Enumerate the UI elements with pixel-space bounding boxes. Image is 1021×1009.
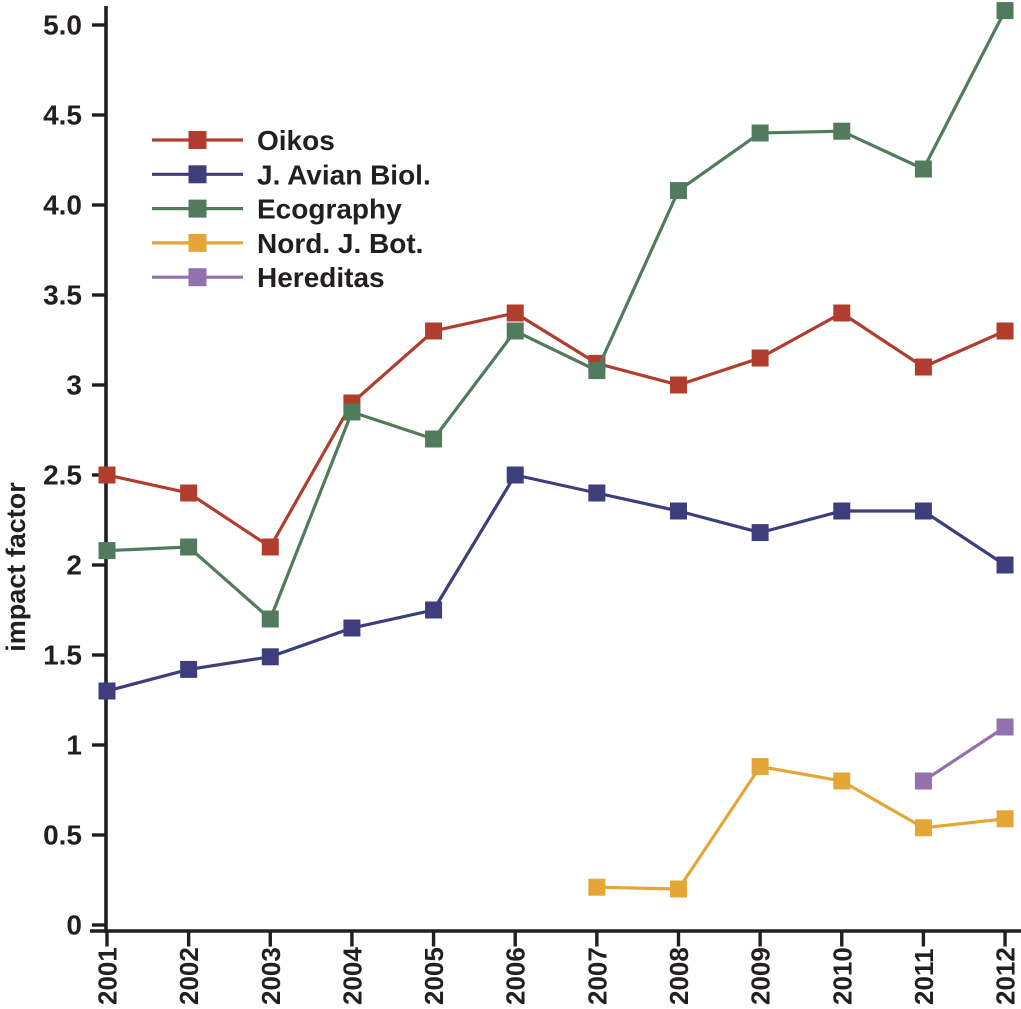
data-point-j-avian-biol-2003: [261, 648, 279, 666]
data-point-nord-j-bot-2010: [833, 772, 851, 790]
legend-marker-j-avian-biol: [188, 165, 207, 184]
y-axis-title: impact factor: [1, 482, 31, 652]
data-point-nord-j-bot-2008: [669, 880, 687, 898]
data-point-ecography-2003: [261, 610, 279, 628]
x-tick-label-2009: 2009: [746, 947, 776, 1005]
data-point-oikos-2006: [506, 304, 524, 322]
legend-label-oikos: Oikos: [257, 125, 335, 156]
x-tick-label-2011: 2011: [909, 949, 939, 1005]
data-point-j-avian-biol-2006: [506, 466, 524, 484]
data-point-oikos-2012: [996, 322, 1014, 340]
data-point-oikos-2009: [751, 349, 769, 367]
data-point-oikos-2008: [669, 376, 687, 394]
data-point-hereditas-2011: [914, 772, 932, 790]
legend-item-oikos: Oikos: [152, 125, 335, 156]
data-point-ecography-2012: [996, 2, 1014, 20]
legend-item-nord-j-bot: Nord. J. Bot.: [152, 228, 423, 259]
data-point-nord-j-bot-2009: [751, 758, 769, 776]
series-line-j-avian-biol: [106, 473, 1006, 693]
data-point-ecography-2009: [751, 124, 769, 142]
data-point-j-avian-biol-2009: [751, 524, 769, 542]
x-tick-label-2007: 2007: [582, 947, 612, 1005]
legend-label-hereditas: Hereditas: [257, 262, 385, 293]
data-point-j-avian-biol-2004: [343, 619, 361, 637]
series-layer: [98, 2, 1014, 898]
legend-label-ecography: Ecography: [257, 194, 402, 225]
y-tick-label-4.0: 4.0: [43, 190, 82, 221]
data-point-oikos-2011: [914, 358, 932, 376]
data-point-j-avian-biol-2001: [98, 682, 116, 700]
data-point-ecography-2005: [425, 430, 443, 448]
legend-marker-ecography: [188, 199, 207, 218]
data-point-j-avian-biol-2005: [425, 601, 443, 619]
data-point-ecography-2011: [914, 160, 932, 178]
x-tick-label-2002: 2002: [174, 947, 204, 1005]
x-tick-label-2010: 2010: [827, 947, 857, 1005]
legend-item-j-avian-biol: J. Avian Biol.: [152, 159, 431, 190]
legend-label-nord-j-bot: Nord. J. Bot.: [257, 228, 423, 259]
legend-item-ecography: Ecography: [152, 194, 402, 225]
axes-layer: 0 0.5 1 1.5 2 2.5 3 3.5 4.0 4.5 5.0 2001 2002 2003 200…: [1, 6, 1021, 1005]
y-tick-label-2: 2: [66, 550, 82, 581]
data-point-ecography-2010: [833, 122, 851, 140]
legend-marker-nord-j-bot: [188, 233, 207, 252]
data-point-j-avian-biol-2010: [833, 502, 851, 520]
y-tick-label-2.5: 2.5: [43, 460, 82, 491]
x-tick-label-2001: 2001: [93, 947, 123, 1005]
x-tick-label-2006: 2006: [501, 947, 531, 1005]
data-point-ecography-2008: [669, 182, 687, 200]
y-tick-label-1: 1: [66, 730, 82, 761]
x-tick-label-2012: 2012: [991, 947, 1021, 1005]
legend-item-hereditas: Hereditas: [152, 262, 385, 293]
data-point-ecography-2004: [343, 403, 361, 421]
x-tick-label-2008: 2008: [664, 947, 694, 1005]
y-tick-label-1.5: 1.5: [43, 640, 82, 671]
y-tick-label-3: 3: [66, 370, 82, 401]
data-point-nord-j-bot-2011: [914, 819, 932, 837]
data-point-j-avian-biol-2012: [996, 556, 1014, 574]
x-tick-label-2004: 2004: [337, 947, 367, 1005]
legend-marker-oikos: [188, 131, 207, 149]
legend-marker-hereditas: [188, 268, 207, 287]
data-point-oikos-2003: [261, 538, 279, 556]
series-line-ecography: [106, 9, 1007, 622]
data-point-ecography-2002: [180, 538, 198, 556]
data-point-j-avian-biol-2008: [669, 502, 687, 520]
legend-label-j-avian-biol: J. Avian Biol.: [257, 159, 431, 190]
data-point-j-avian-biol-2007: [588, 484, 606, 502]
y-tick-label-3.5: 3.5: [43, 280, 82, 311]
data-point-ecography-2006: [506, 322, 524, 340]
y-tick-label-5.0: 5.0: [43, 10, 82, 41]
data-point-oikos-2002: [180, 484, 198, 502]
series-line-hereditas: [922, 725, 1006, 783]
data-point-ecography-2007: [588, 362, 606, 380]
data-point-nord-j-bot-2007: [588, 878, 606, 896]
y-tick-label-0.5: 0.5: [43, 820, 82, 851]
data-point-oikos-2010: [833, 304, 851, 322]
data-point-j-avian-biol-2002: [180, 660, 198, 678]
x-tick-label-2003: 2003: [256, 947, 286, 1005]
data-point-oikos-2005: [425, 322, 443, 340]
data-point-j-avian-biol-2011: [914, 502, 932, 520]
y-tick-label-0: 0: [66, 910, 82, 941]
series-line-nord-j-bot: [596, 764, 1006, 891]
data-point-ecography-2001: [98, 542, 116, 560]
data-point-hereditas-2012: [996, 718, 1014, 736]
x-tick-label-2005: 2005: [419, 947, 449, 1005]
y-tick-label-4.5: 4.5: [43, 100, 82, 131]
data-point-nord-j-bot-2012: [996, 810, 1014, 828]
series-line-oikos: [106, 311, 1006, 550]
data-point-oikos-2001: [98, 466, 116, 484]
